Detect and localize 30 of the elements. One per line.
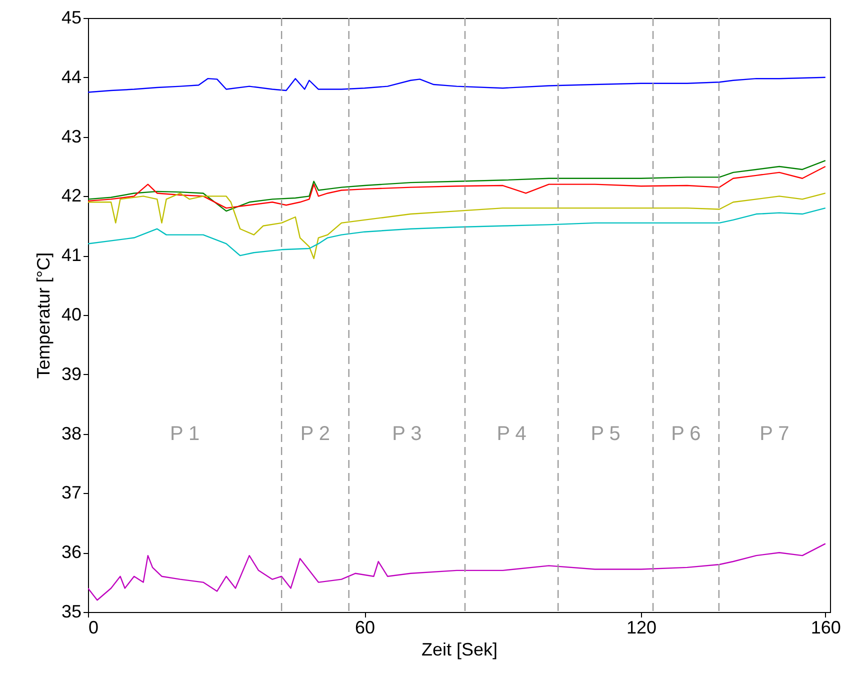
y-tick-label: 36 [61, 542, 82, 562]
y-tick-label: 35 [61, 602, 82, 622]
y-axis-title: Temperatur [°C] [33, 252, 54, 379]
annotation: P 4 [496, 422, 526, 445]
line-series [88, 192, 826, 260]
x-tick-label: 0 [88, 618, 99, 638]
line-series [88, 76, 826, 93]
x-tick-label: 120 [626, 618, 657, 638]
y-tick-label: 38 [61, 423, 82, 444]
annotation: P 6 [671, 422, 701, 445]
y-tick-label: 40 [61, 304, 82, 324]
y-tick-label: 44 [61, 66, 82, 87]
y-tick-label: 43 [61, 126, 82, 146]
y-tick-label: 37 [61, 482, 82, 503]
y-tick-label: 42 [61, 186, 82, 206]
line-series [88, 160, 826, 212]
x-tick-label: 160 [810, 618, 841, 638]
annotation: P 7 [760, 422, 790, 445]
line-series [88, 166, 826, 209]
x-axis-title: Zeit [Sek] [421, 640, 498, 660]
annotation: P 1 [170, 422, 200, 445]
y-tick-label: 41 [61, 245, 82, 266]
annotation: P 3 [392, 422, 422, 445]
y-tick-label: 39 [61, 364, 82, 384]
y-tick-label: 45 [61, 8, 82, 28]
annotation: P 5 [590, 422, 620, 445]
x-tick-label: 60 [355, 618, 376, 638]
annotation: P 2 [300, 422, 330, 445]
line-series [88, 543, 826, 601]
line-series [88, 207, 826, 256]
